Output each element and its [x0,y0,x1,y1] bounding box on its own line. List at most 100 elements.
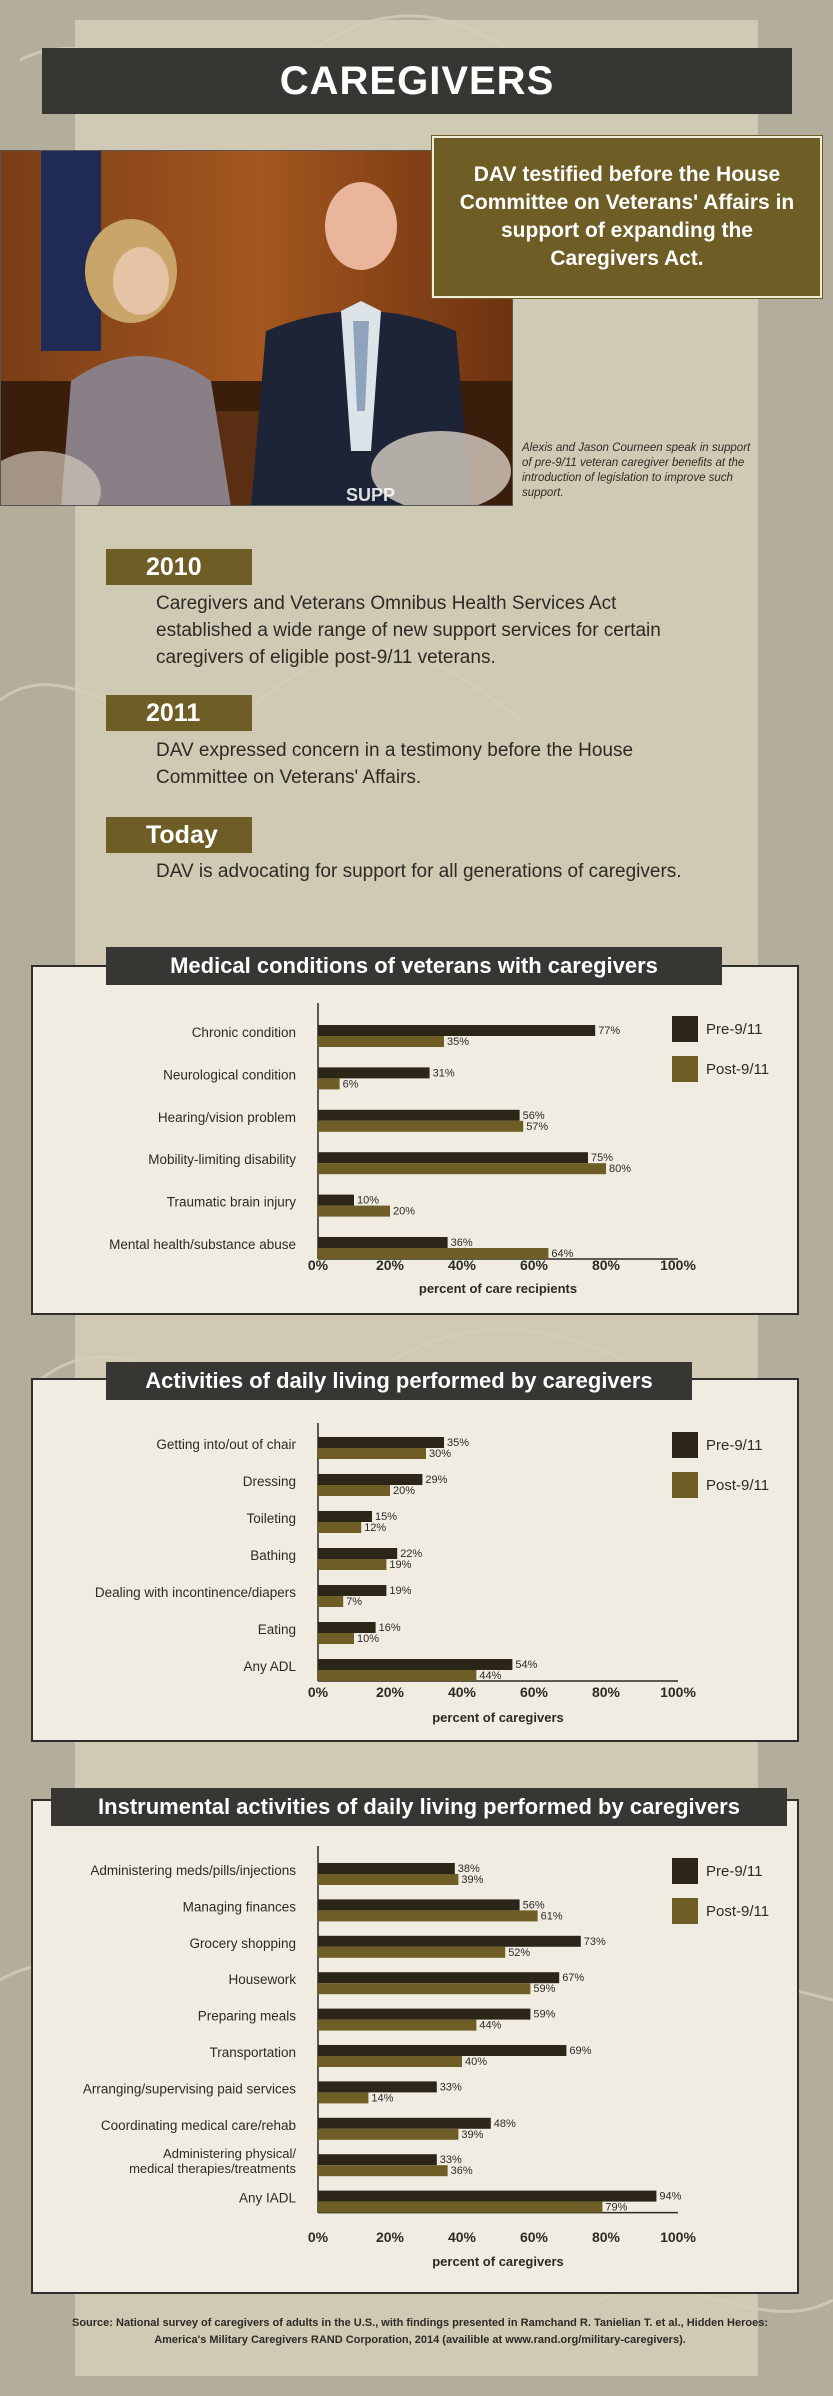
data-label: 77% [598,1025,620,1037]
bar-post-911 [318,1248,549,1259]
data-label: 33% [440,2154,462,2166]
tick-label: 80% [592,2229,621,2245]
bar-post-911 [318,1205,390,1217]
tick-label: 40% [448,2229,477,2245]
category-label: Mental health/substance abuse [109,1237,296,1252]
bar-pre-911 [318,2081,437,2093]
data-label: 44% [479,1670,501,1682]
tick-label: 100% [660,1257,696,1273]
bar-pre-911 [318,2008,531,2020]
data-label: 31% [433,1067,455,1079]
tick-label: 60% [520,1257,549,1273]
bar-post-911 [318,2019,477,2031]
data-label: 44% [479,2020,501,2032]
bar-post-911 [318,1078,340,1090]
x-axis-label: percent of caregivers [432,2254,564,2269]
bar-post-911 [318,1874,459,1885]
x-axis-label: percent of caregivers [432,1710,564,1725]
bar-pre-911 [318,2154,437,2166]
chart-title-instrumental-activities: Instrumental activities of daily living … [51,1788,787,1826]
bar-pre-911 [318,2190,657,2202]
tick-label: 20% [376,1684,405,1700]
data-label: 38% [458,1863,480,1875]
bar-post-911 [318,2128,459,2140]
data-label: 20% [393,1485,415,1497]
legend-swatch [672,1056,698,1082]
bar-post-911 [318,1522,362,1533]
legend-swatch [672,1472,698,1498]
data-label: 7% [346,1596,362,1608]
bar-pre-911 [318,1622,376,1633]
legend-label: Pre-9/11 [706,1021,762,1038]
chart-title-daily-living: Activities of daily living performed by … [106,1362,692,1400]
data-label: 59% [533,1983,555,1995]
data-label: 19% [389,1559,411,1571]
category-label: Arranging/supervising paid services [83,2081,296,2096]
category-label: Chronic condition [192,1025,296,1040]
source-note: Source: National survey of caregivers of… [72,2317,768,2346]
bar-post-911 [318,1983,531,1995]
data-label: 14% [371,2092,393,2104]
data-label: 69% [569,2045,591,2057]
tick-label: 20% [376,2229,405,2245]
tick-label: 40% [448,1684,477,1700]
timeline-year-today: Today [106,817,252,853]
data-label: 52% [508,1947,530,1959]
data-label: 35% [447,1437,469,1449]
bar-pre-911 [318,1863,455,1874]
data-label: 19% [389,1585,411,1597]
bar-post-911 [318,2201,603,2213]
page-title: CAREGIVERS [42,48,792,114]
bar-post-911 [318,2056,462,2067]
bar-post-911 [318,1448,426,1459]
data-label: 56% [523,1110,545,1122]
legend-label: Post-9/11 [706,1903,769,1920]
bar-post-911 [318,2092,369,2104]
tick-label: 80% [592,1257,621,1273]
data-label: 33% [440,2081,462,2093]
tick-label: 80% [592,1684,621,1700]
tick-label: 100% [660,1684,696,1700]
data-label: 6% [343,1078,359,1090]
category-label: Getting into/out of chair [156,1437,296,1452]
legend-swatch [672,1858,698,1884]
photo-caption: Alexis and Jason Courneen speak in suppo… [522,442,751,499]
bar-pre-911 [318,1585,387,1596]
data-label: 22% [400,1548,422,1560]
data-label: 56% [523,1899,545,1911]
photo-sign-text: SUPP [346,485,395,505]
category-label: Transportation [209,2045,296,2060]
category-label: Eating [258,1622,296,1637]
data-label: 61% [541,1910,563,1922]
category-label: Dealing with incontinence/diapers [95,1585,296,1600]
bar-pre-911 [318,1067,430,1079]
x-axis-label: percent of care recipients [419,1281,577,1296]
category-label: Coordinating medical care/rehab [101,2118,296,2133]
testimony-callout: DAV testified before the House Committee… [431,135,823,299]
bar-post-911 [318,1036,444,1047]
timeline-year-2010: 2010 [106,549,252,585]
legend-swatch [672,1016,698,1042]
data-label: 29% [425,1474,447,1486]
bar-post-911 [318,1559,387,1570]
tick-label: 60% [520,2229,549,2245]
category-label: Administering physical/ [163,2146,296,2161]
hearing-photo: SUPP [0,150,513,506]
category-label: Dressing [243,1474,296,1489]
legend-swatch [672,1898,698,1924]
tick-label: 0% [308,2229,329,2245]
data-label: 35% [447,1036,469,1048]
data-label: 20% [393,1206,415,1218]
data-label: 80% [609,1163,631,1175]
category-label: Mobility-limiting disability [148,1152,296,1167]
data-label: 36% [451,1237,473,1249]
bar-pre-911 [318,1935,581,1947]
tick-label: 60% [520,1684,549,1700]
bar-post-911 [318,1485,390,1496]
timeline-text-today: DAV is advocating for support for all ge… [156,861,682,882]
legend-label: Post-9/11 [706,1477,769,1494]
category-label: Any ADL [243,1659,296,1674]
category-label: Bathing [250,1548,296,1563]
data-label: 16% [379,1622,401,1634]
